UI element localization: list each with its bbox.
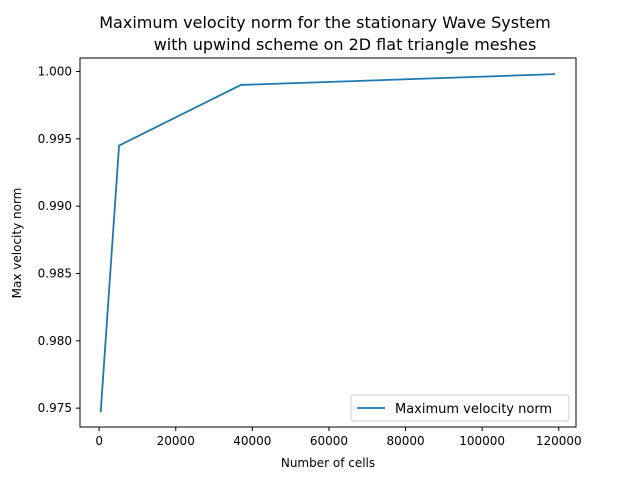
y-tick-label: 1.000 xyxy=(38,64,72,78)
x-axis: 0 20000 40000 60000 80000 100000 120000 xyxy=(95,427,582,448)
y-tick-label: 0.980 xyxy=(38,334,72,348)
x-tick-label: 100000 xyxy=(459,434,505,448)
y-tick-label: 0.985 xyxy=(38,266,72,280)
series-layer xyxy=(99,73,555,413)
legend: Maximum velocity norm xyxy=(350,394,570,422)
x-tick-label: 120000 xyxy=(536,434,582,448)
chart-title-line1: Maximum velocity norm for the stationary… xyxy=(99,13,551,32)
x-tick-label: 80000 xyxy=(386,434,424,448)
chart-title-line2: with upwind scheme on 2D flat triangle m… xyxy=(154,35,537,54)
y-axis-label: Max velocity norm xyxy=(10,188,24,299)
x-tick-label: 40000 xyxy=(233,434,271,448)
legend-box xyxy=(350,394,570,422)
y-tick-label: 0.995 xyxy=(38,132,72,146)
x-tick-label: 0 xyxy=(95,434,103,448)
y-tick-label: 0.975 xyxy=(38,401,72,415)
x-tick-label: 20000 xyxy=(157,434,195,448)
plot-frame xyxy=(79,57,577,428)
x-axis-label: Number of cells xyxy=(281,456,375,470)
y-tick-label: 0.990 xyxy=(38,199,72,213)
x-tick-label: 60000 xyxy=(310,434,348,448)
y-axis: 0.975 0.980 0.985 0.990 0.995 1.000 xyxy=(38,64,80,415)
plot-area xyxy=(79,57,577,428)
series-line xyxy=(99,73,555,413)
legend-label: Maximum velocity norm xyxy=(395,402,552,417)
